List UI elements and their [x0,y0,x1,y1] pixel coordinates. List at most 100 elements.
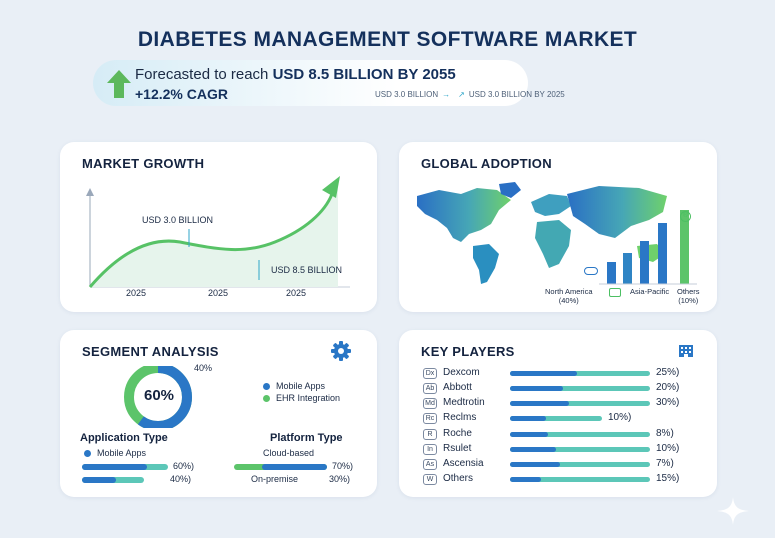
player-share-track [510,432,650,437]
growth-x-label-3: 2025 [286,288,307,298]
key-players-title: KEY PLAYERS [421,344,515,359]
page-title: DIABETES MANAGEMENT SOFTWARE MARKET [137,28,638,51]
legend-dot-mobile [263,383,270,391]
company-logo-icon: In [423,444,437,455]
forecast-text: Forecasted to reach USD 8.5 BILLION BY 2… [135,66,456,83]
application-bar-1-value: 60%) [173,461,195,471]
player-name: Ascensia [443,458,484,469]
key-players-card: KEY PLAYERS Dx Dexcom 25%) Ab Abbott 20%) Md Me… [399,330,717,497]
application-bar-2-track [82,477,144,483]
growth-area [90,182,338,287]
player-share-track [510,386,650,391]
player-share-track [510,462,650,467]
company-logo-icon: W [423,474,437,485]
player-name: Others [443,473,474,484]
player-share-fill [510,416,546,421]
segment-donut [124,366,192,428]
player-row[interactable]: In Rsulet 10%) [423,443,708,457]
map-south-america [473,244,499,284]
player-name: Rsulet [443,443,472,454]
player-share-value: 30%) [656,397,680,408]
player-row[interactable]: Md Medtrotin 30%) [423,397,708,411]
player-share-fill [510,462,560,467]
up-arrow-icon [107,70,131,98]
building-icon[interactable] [678,342,694,358]
global-adoption-title: GLOBAL ADOPTION [421,156,552,171]
player-share-track [510,416,602,421]
application-legend: Mobile Apps [84,448,146,458]
adoption-bar [607,262,616,284]
region-label-others: Others (10%) [677,287,700,305]
player-share-value: 25%) [656,367,680,378]
company-logo-icon: Dx [423,368,437,379]
donut-center-label: 60% [144,387,175,404]
player-share-value: 15%) [656,473,680,484]
legend-dot-ehr [263,395,270,403]
chain-icon [584,267,598,275]
global-adoption-card: GLOBAL ADOPTION ® North America (40%) As… [399,142,717,312]
application-legend-dot [84,450,91,458]
player-row[interactable]: Dx Dexcom 25%) [423,367,708,381]
cagr-text: +12.2% CAGR [135,86,228,102]
platform-cloud-track [234,464,327,470]
segment-analysis-card: SEGMENT ANALYSIS 60% 40% Mobile Apps EHR… [60,330,377,497]
player-share-fill [510,371,577,376]
forecast-banner: Forecasted to reach USD 8.5 BILLION BY 2… [93,60,565,106]
growth-line [88,193,334,288]
company-logo-icon: R [423,429,437,440]
growth-arrowhead [322,176,340,198]
platform-cloud-value: 70%) [332,461,354,471]
player-row[interactable]: W Others 15%) [423,473,708,487]
region-label-asia-pacific: Asia-Pacific [630,287,670,296]
region-icon [609,288,621,297]
player-share-track [510,477,650,482]
application-bar-2-value: 40%) [170,474,192,484]
company-logo-icon: Rc [423,413,437,424]
market-growth-card: MARKET GROWTH USD 3.0 BILLION USD 8.5 BI… [60,142,377,312]
player-share-track [510,401,650,406]
player-share-fill [510,477,541,482]
application-type-title: Application Type [80,432,168,444]
player-share-value: 8%) [656,428,674,439]
legend-ehr-integration: EHR Integration [263,393,340,403]
player-name: Dexcom [443,367,480,378]
player-name: Medtrotin [443,397,485,408]
map-greenland [499,182,521,198]
player-row[interactable]: R Roche 8%) [423,428,708,442]
globe-icon: ® [680,211,691,222]
adoption-bar [640,241,649,284]
map-europe [531,194,571,216]
company-logo-icon: Md [423,398,437,409]
growth-x-label-2: 2025 [208,288,229,298]
player-share-value: 10%) [656,443,680,454]
adoption-bar [658,223,667,284]
player-name: Reclms [443,412,477,423]
player-share-track [510,371,650,376]
player-share-value: 20%) [656,382,680,393]
world-map [417,182,667,284]
player-row[interactable]: Ab Abbott 20%) [423,382,708,396]
platform-cloud-label: Cloud-based [263,448,315,458]
adoption-bar [623,253,632,284]
gear-icon[interactable] [330,340,352,362]
player-share-fill [510,447,556,452]
player-share-fill [510,386,563,391]
player-share-value: 10%) [608,412,632,423]
platform-onpremise-label: On-premise [251,474,299,484]
player-name: Abbott [443,382,472,393]
adoption-bar [680,210,689,284]
sparkle-icon [717,497,749,525]
player-share-track [510,447,650,452]
platform-cloud-fill [261,464,327,470]
player-name: Roche [443,428,472,439]
player-row[interactable]: Rc Reclms 10%) [423,412,708,426]
player-row[interactable]: As Ascensia 7%) [423,458,708,472]
growth-chart [86,176,350,288]
forecast-range: USD 3.0 BILLION → ↗ USD 3.0 BILLION BY 2025 [375,90,565,99]
platform-type-title: Platform Type [270,432,343,444]
application-bar-1-fill [82,464,147,470]
company-logo-icon: As [423,459,437,470]
donut-outer-label: 40% [194,363,213,373]
growth-y-axis-arrow [86,188,94,196]
growth-annotation-1: USD 3.0 BILLION [142,215,214,225]
